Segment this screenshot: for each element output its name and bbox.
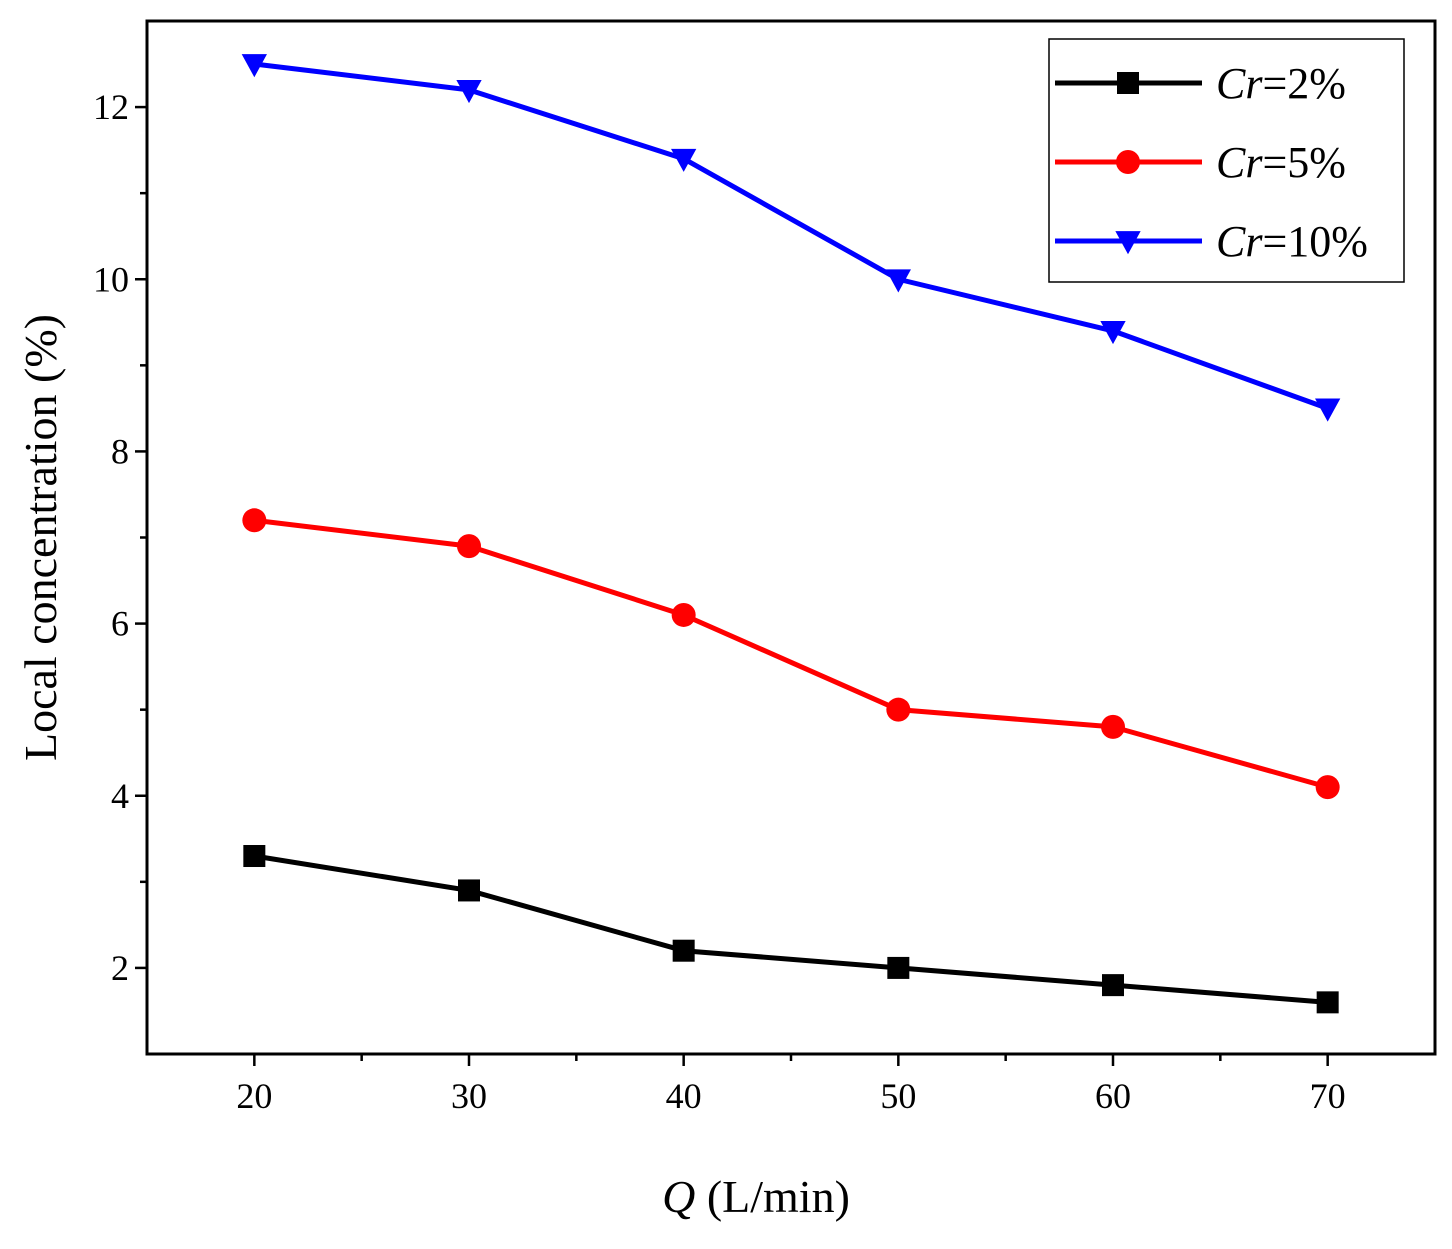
- x-tick-label: 40: [666, 1076, 702, 1116]
- data-point: [1102, 974, 1124, 997]
- data-point: [885, 269, 911, 293]
- legend-marker: [1115, 231, 1141, 255]
- series-line: [254, 61, 1329, 411]
- data-point: [1100, 321, 1126, 345]
- series-line: [253, 853, 1328, 1005]
- y-tick-label: 4: [111, 776, 129, 816]
- series-1: [242, 508, 1340, 800]
- series-0: [243, 845, 1339, 1014]
- legend-label: Cr=5%: [1216, 138, 1346, 187]
- y-tick-label: 6: [111, 604, 129, 644]
- x-tick-label: 70: [1310, 1076, 1346, 1116]
- x-axis-title-italic: Q: [662, 1171, 695, 1222]
- legend-label: Cr=2%: [1216, 59, 1346, 108]
- series-2: [241, 54, 1341, 422]
- y-tick-label: 12: [93, 87, 129, 127]
- legend-label: Cr=10%: [1216, 217, 1368, 266]
- x-tick-label: 50: [880, 1076, 916, 1116]
- axis-ticks: 20 30 40 50 60 70 2 4 6 8 10 12: [93, 87, 1346, 1116]
- data-point: [241, 54, 267, 78]
- data-point: [1101, 714, 1125, 739]
- series-lines: [241, 54, 1341, 1014]
- data-point: [458, 879, 480, 902]
- y-tick-label: 8: [111, 431, 129, 471]
- data-point: [457, 534, 481, 559]
- data-point: [1315, 775, 1340, 800]
- y-tick-label: 10: [93, 259, 129, 299]
- y-tick-label: 2: [111, 948, 129, 988]
- data-point: [672, 939, 695, 962]
- data-point: [456, 79, 482, 104]
- series-line: [254, 517, 1329, 790]
- data-point: [887, 956, 910, 979]
- data-point: [1315, 398, 1341, 422]
- data-point: [1316, 991, 1339, 1014]
- legend-marker: [1117, 72, 1139, 94]
- data-point: [886, 697, 911, 722]
- x-tick-label: 60: [1095, 1076, 1131, 1116]
- x-tick-label: 30: [451, 1076, 487, 1116]
- data-point: [243, 845, 266, 868]
- data-point: [242, 508, 267, 533]
- data-point: [671, 602, 696, 627]
- x-tick-label: 20: [236, 1076, 272, 1116]
- x-axis-title: Q (L/min): [662, 1171, 850, 1222]
- legend-marker: [1116, 150, 1140, 174]
- data-point: [671, 148, 697, 172]
- y-axis-title: Local concentration (%): [15, 314, 66, 761]
- x-axis-title-rest: (L/min): [695, 1171, 850, 1222]
- legend: Cr=2% Cr=5% Cr=10%: [1048, 38, 1405, 283]
